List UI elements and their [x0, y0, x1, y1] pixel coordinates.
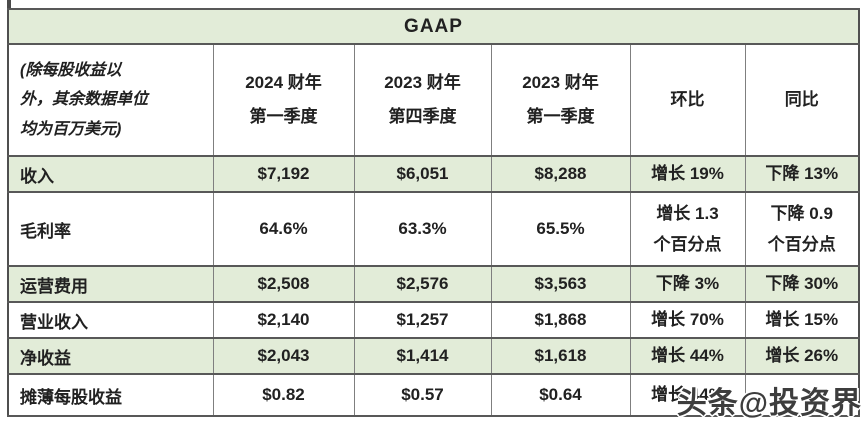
table-cell — [744, 373, 860, 417]
table-cell: $1,868 — [490, 301, 631, 339]
row-label: 营业收入 — [7, 301, 214, 339]
table-row-operating-income: 营业收入 $2,140 $1,257 $1,868 增长 70% 增长 15% — [7, 301, 860, 339]
gaap-financial-table: GAAP (除每股收益以 外，其余数据单位 均为百万美元) 2024 财年 第一… — [7, 8, 860, 417]
table-cell: $1,618 — [490, 337, 631, 375]
table-cell: 增长 15% — [744, 301, 860, 339]
table-cell: $8,288 — [490, 155, 631, 193]
table-cell: 65.5% — [490, 191, 631, 267]
stray-mark — [7, 0, 11, 10]
table-cell: $0.57 — [353, 373, 492, 417]
table-row-diluted-eps: 摊薄每股收益 $0.82 $0.57 $0.64 增长 44% — [7, 373, 860, 417]
table-cell: 增长 19% — [629, 155, 746, 193]
table-cell: $2,576 — [353, 265, 492, 303]
table-cell: $6,051 — [353, 155, 492, 193]
table-cell: $2,043 — [212, 337, 355, 375]
table-cell: 下降 13% — [744, 155, 860, 193]
table-row-net-income: 净收益 $2,043 $1,414 $1,618 增长 44% 增长 26% — [7, 337, 860, 375]
table-cell: 下降 30% — [744, 265, 860, 303]
row-label: 收入 — [7, 155, 214, 193]
table-cell: $2,508 — [212, 265, 355, 303]
table-title: GAAP — [7, 8, 860, 45]
table-cell: $2,140 — [212, 301, 355, 339]
row-label: 运营费用 — [7, 265, 214, 303]
table-cell: 64.6% — [212, 191, 355, 267]
row-label: 摊薄每股收益 — [7, 373, 214, 417]
column-header-fy2023-q1: 2023 财年 第一季度 — [490, 43, 631, 157]
toutiao-watermark: 头条@投资界 — [676, 387, 862, 420]
table-cell: $0.82 — [212, 373, 355, 417]
table-cell: 63.3% — [353, 191, 492, 267]
table-cell: $3,563 — [490, 265, 631, 303]
units-note: (除每股收益以 外，其余数据单位 均为百万美元) — [7, 43, 214, 157]
table-cell: 增长 44% — [629, 373, 746, 417]
table-cell: $1,414 — [353, 337, 492, 375]
column-header-yoy: 同比 — [744, 43, 860, 157]
table-row-gross-margin: 毛利率 64.6% 63.3% 65.5% 增长 1.3 个百分点 下降 0.9… — [7, 191, 860, 267]
table-cell: 下降 3% — [629, 265, 746, 303]
column-header-fy2023-q4: 2023 财年 第四季度 — [353, 43, 492, 157]
table-cell: $0.64 — [490, 373, 631, 417]
table-cell: $7,192 — [212, 155, 355, 193]
table-cell: 增长 44% — [629, 337, 746, 375]
table-cell: 下降 0.9 个百分点 — [744, 191, 860, 267]
row-label: 净收益 — [7, 337, 214, 375]
column-header-qoq: 环比 — [629, 43, 746, 157]
table-cell: 增长 26% — [744, 337, 860, 375]
row-label: 毛利率 — [7, 191, 214, 267]
table-cell: 增长 1.3 个百分点 — [629, 191, 746, 267]
column-header-fy2024-q1: 2024 财年 第一季度 — [212, 43, 355, 157]
table-cell: $1,257 — [353, 301, 492, 339]
table-row-operating-expenses: 运营费用 $2,508 $2,576 $3,563 下降 3% 下降 30% — [7, 265, 860, 303]
table-row-revenue: 收入 $7,192 $6,051 $8,288 增长 19% 下降 13% — [7, 155, 860, 193]
table-cell: 增长 70% — [629, 301, 746, 339]
